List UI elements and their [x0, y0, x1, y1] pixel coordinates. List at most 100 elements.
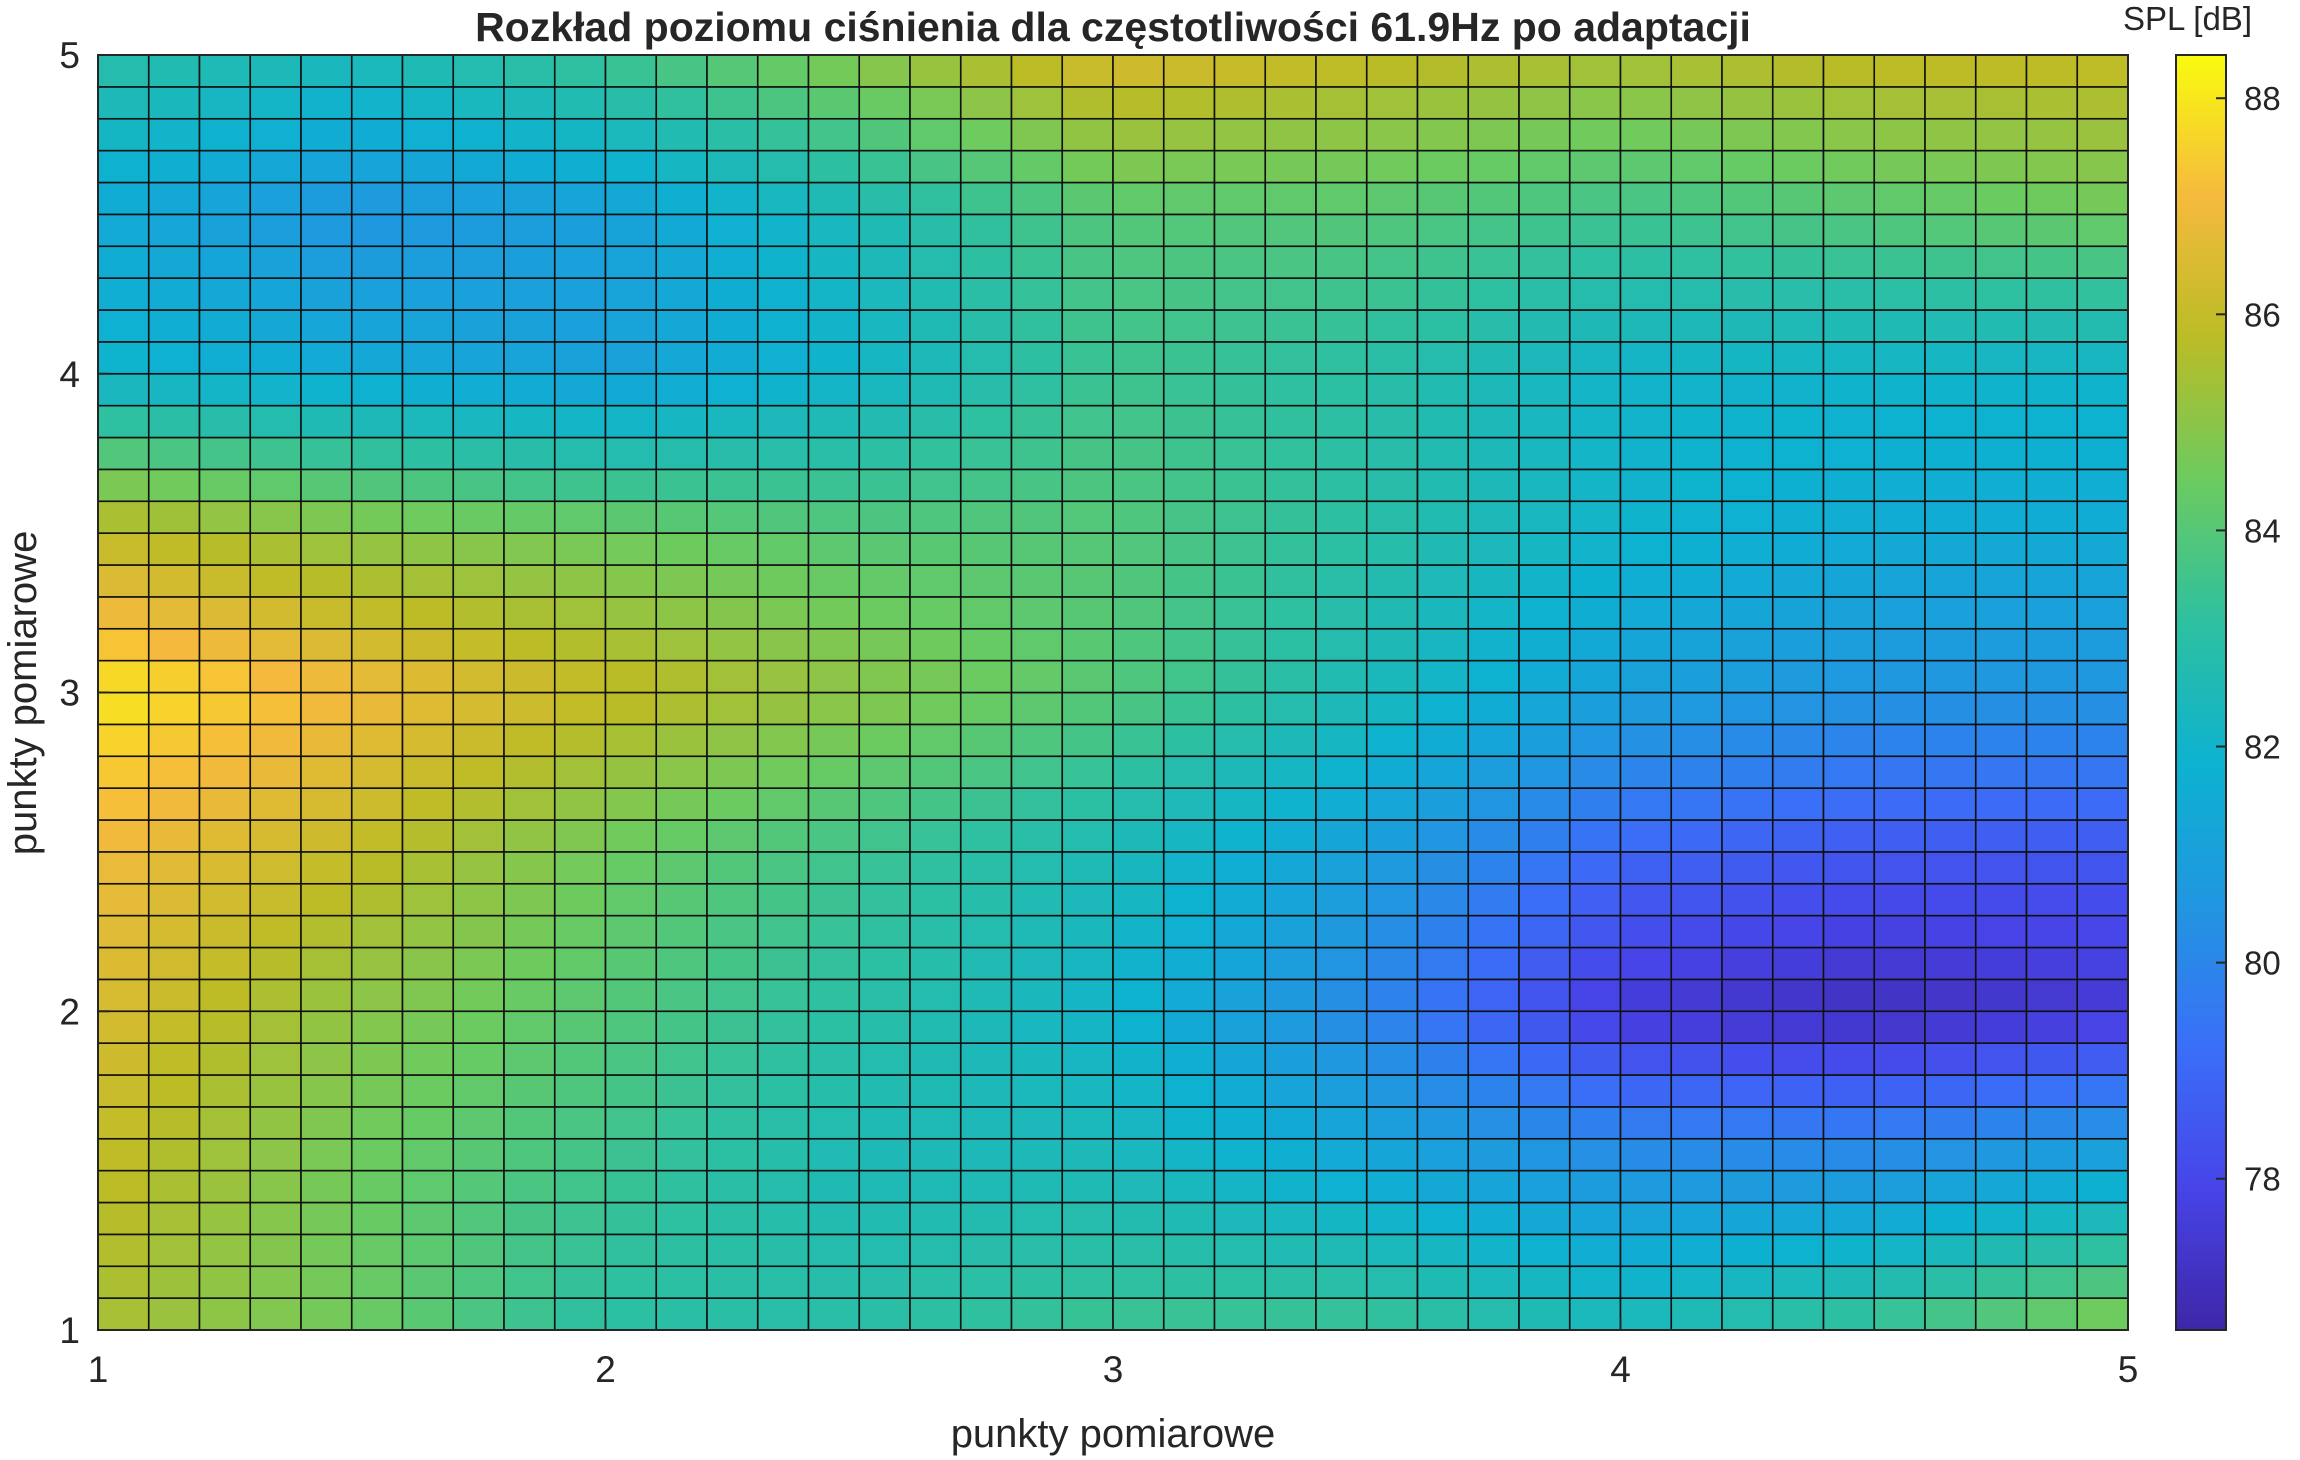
heatmap-cell [807, 1074, 861, 1108]
heatmap-cell [655, 1297, 708, 1331]
heatmap-cell [1264, 372, 1317, 407]
heatmap-cell [1771, 787, 1825, 821]
heatmap-cell [401, 213, 455, 248]
heatmap-cell [503, 914, 556, 949]
heatmap-cell [1974, 245, 2028, 279]
heatmap-cell [1213, 564, 1267, 598]
heatmap-cell [1264, 436, 1317, 471]
heatmap-cell [1771, 1137, 1825, 1172]
heatmap-cell [452, 1169, 505, 1204]
heatmap-cell [1873, 627, 1926, 662]
heatmap-cell [300, 946, 353, 981]
heatmap-cell [198, 1010, 252, 1044]
heatmap-cell [1112, 978, 1165, 1013]
heatmap-cell [1518, 277, 1571, 311]
heatmap-cell [300, 1233, 353, 1268]
heatmap-cell [858, 978, 911, 1013]
heatmap-cell [1010, 117, 1064, 152]
heatmap-cell [249, 404, 302, 439]
heatmap-cell [147, 213, 201, 248]
heatmap-cell [1568, 277, 1622, 311]
heatmap-cell [1467, 723, 1520, 758]
heatmap-cell [503, 755, 556, 789]
heatmap-cell [97, 372, 150, 407]
heatmap-cell [1213, 181, 1267, 216]
heatmap-cell [97, 500, 150, 534]
heatmap-cell [350, 978, 404, 1013]
heatmap-cell [1315, 213, 1368, 248]
heatmap-cell [97, 309, 150, 343]
heatmap-cell [604, 596, 658, 630]
heatmap-cell [147, 978, 201, 1013]
heatmap-cell [1315, 755, 1368, 789]
heatmap-cell [1315, 596, 1368, 630]
heatmap-cell [2076, 1074, 2129, 1108]
heatmap-cell [1416, 1074, 1470, 1108]
heatmap-cell [1264, 149, 1317, 184]
heatmap-cell [1924, 309, 1977, 343]
heatmap-cell [1670, 1265, 1723, 1299]
heatmap-cell [1974, 946, 2028, 981]
heatmap-cell [1873, 1169, 1926, 1204]
heatmap-cell [706, 659, 759, 694]
heatmap-cell [350, 1297, 404, 1331]
heatmap-cell [97, 564, 150, 598]
heatmap-cell [807, 851, 861, 885]
heatmap-cell [1213, 213, 1267, 248]
heatmap-cell [1670, 532, 1723, 566]
heatmap-cell [1467, 882, 1520, 917]
heatmap-cell [1974, 787, 2028, 821]
heatmap-cell [807, 1233, 861, 1268]
heatmap-cell [1924, 627, 1977, 662]
heatmap-cell [1112, 436, 1165, 471]
heatmap-cell [1568, 946, 1622, 981]
heatmap-cell [1315, 787, 1368, 821]
heatmap-cell [2025, 1233, 2079, 1268]
heatmap-cell [2025, 277, 2079, 311]
heatmap-cell [452, 468, 505, 503]
heatmap-cell [503, 819, 556, 853]
heatmap-cell [198, 1106, 252, 1140]
heatmap-cell [858, 532, 911, 566]
heatmap-cell [1670, 1169, 1723, 1204]
heatmap-cell [350, 691, 404, 726]
heatmap-cell [1568, 787, 1622, 821]
heatmap-cell [858, 946, 911, 981]
heatmap-cell [1822, 596, 1876, 630]
heatmap-cell [1010, 1201, 1064, 1236]
heatmap-cell [1264, 309, 1317, 343]
heatmap-cell [655, 404, 708, 439]
heatmap-cell [2076, 468, 2129, 503]
heatmap-cell [553, 213, 607, 248]
heatmap-cell [959, 978, 1013, 1013]
heatmap-cell [553, 86, 607, 120]
heatmap-cell [1974, 882, 2028, 917]
heatmap-cell [452, 1042, 505, 1076]
heatmap-cell [350, 86, 404, 120]
heatmap-cell [350, 1201, 404, 1236]
heatmap-cell [249, 54, 302, 88]
heatmap-cell [1365, 245, 1419, 279]
heatmap-cell [452, 1010, 505, 1044]
heatmap-cell [706, 914, 759, 949]
heatmap-cell [756, 1201, 810, 1236]
heatmap-cell [1822, 691, 1876, 726]
heatmap-cell [1061, 341, 1114, 375]
heatmap-cell [1467, 1010, 1520, 1044]
heatmap-cell [706, 436, 759, 471]
heatmap-cell [1974, 1010, 2028, 1044]
heatmap-cell [756, 691, 810, 726]
heatmap-cell [198, 755, 252, 789]
heatmap-cell [553, 1137, 607, 1172]
heatmap-cell [1365, 436, 1419, 471]
heatmap-cell [1112, 1201, 1165, 1236]
heatmap-cell [1467, 691, 1520, 726]
heatmap-cell [655, 882, 708, 917]
heatmap-cell [1112, 882, 1165, 917]
heatmap-cell [1822, 277, 1876, 311]
heatmap-cell [198, 372, 252, 407]
heatmap-cell [1061, 532, 1114, 566]
heatmap-cell [1061, 1106, 1114, 1140]
heatmap-cell [909, 277, 962, 311]
heatmap-cell [249, 596, 302, 630]
